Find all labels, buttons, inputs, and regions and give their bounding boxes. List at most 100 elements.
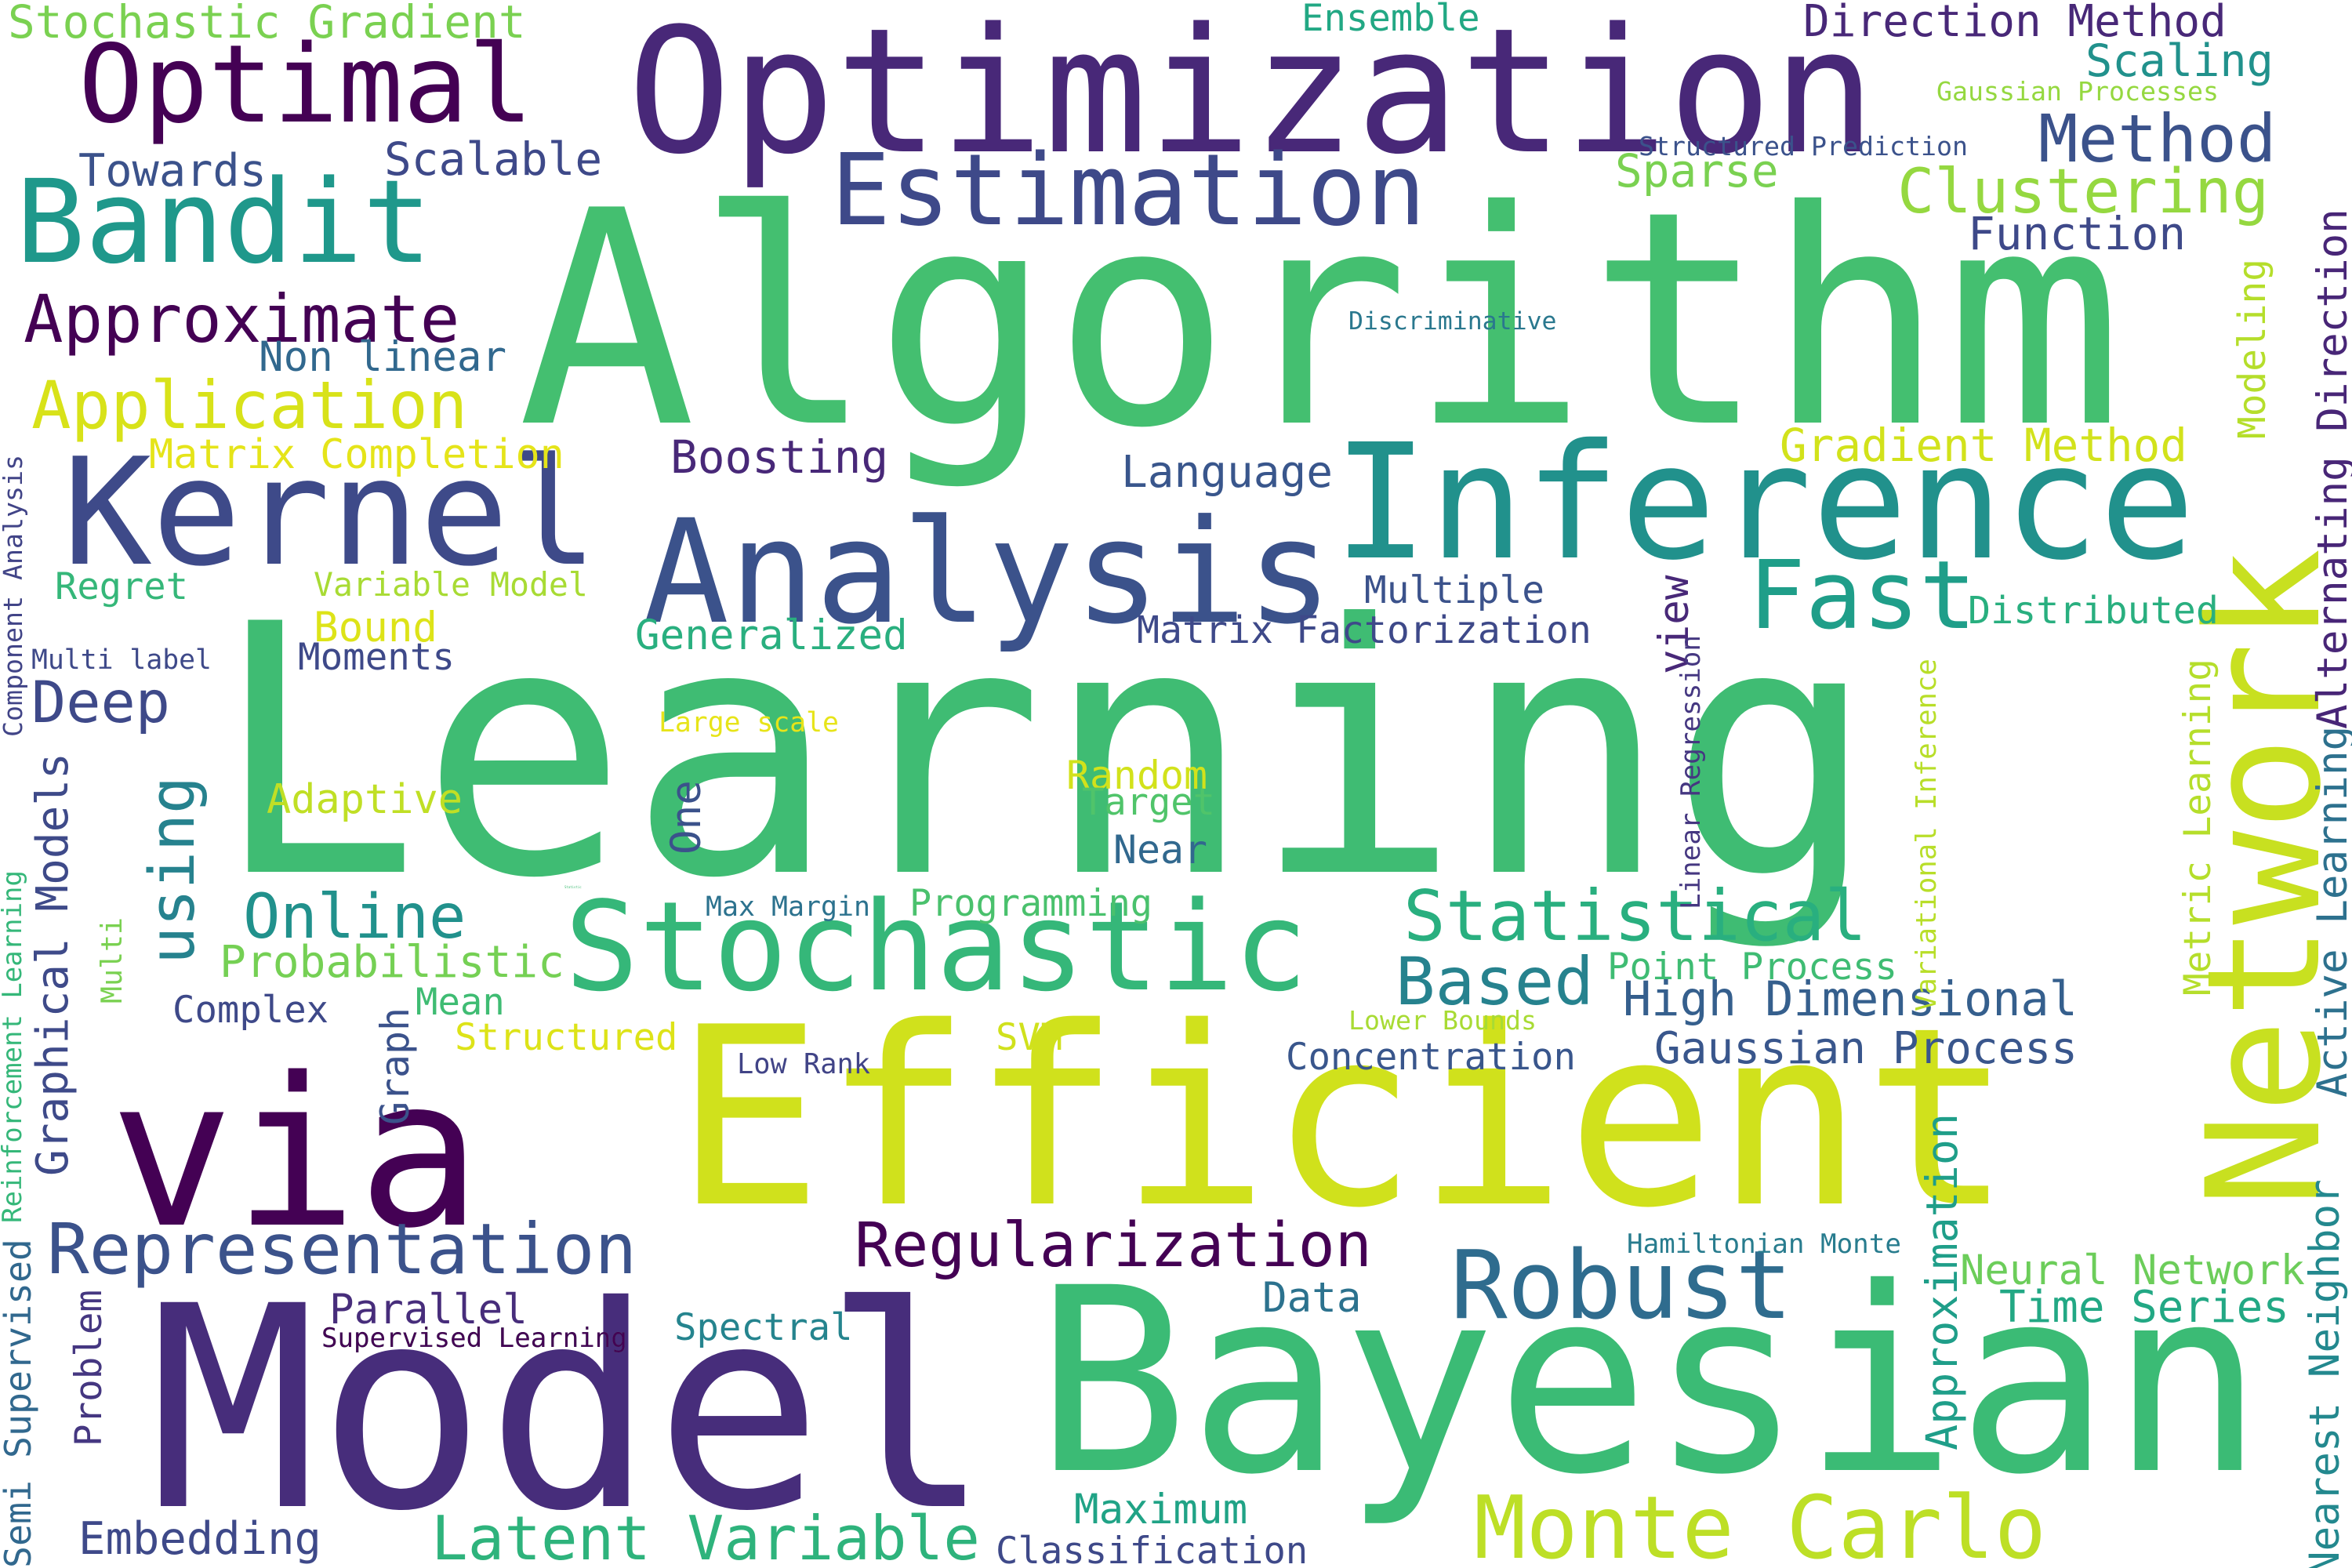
word: Embedding [78, 1513, 321, 1565]
word: Distributed [1968, 589, 2219, 633]
word: Clustering [1897, 155, 2270, 227]
word: High Dimensional [1623, 972, 2078, 1027]
word: Stochastic [564, 876, 1308, 1019]
word: Near [1113, 827, 1207, 873]
word: Neural Network [1960, 1247, 2305, 1294]
word: Multi [95, 917, 129, 1004]
word: Programming [909, 883, 1152, 925]
word: Reinforcement Learning [0, 870, 28, 1223]
word: Learning [212, 552, 1878, 954]
word: Maximum [1074, 1486, 1248, 1534]
word: Data [1262, 1274, 1362, 1322]
word: Robust [1450, 1231, 1793, 1341]
word: Model [149, 1247, 992, 1568]
word: Scaling [2085, 35, 2274, 87]
word: Efficient [674, 975, 2013, 1262]
word: Alternating Direction [2309, 209, 2352, 729]
word: Optimization [627, 0, 1877, 193]
word: Lower Bounds [1348, 1005, 1537, 1036]
word: Complex [172, 989, 329, 1032]
word: Bandit [16, 155, 433, 289]
word: Generalized [635, 612, 908, 659]
word: Target [1082, 781, 1215, 824]
word: Gaussian Process [1654, 1023, 2078, 1074]
word: Estimation [831, 132, 1426, 248]
word: Scalable [384, 132, 603, 186]
word: Stochastic Gradient [8, 0, 526, 49]
word: Graphical Models [27, 753, 78, 1176]
word: Sparse [1615, 144, 1779, 198]
word: Moments [298, 636, 455, 679]
word: Non linear [259, 333, 507, 381]
word: Deep [31, 670, 171, 736]
word: Language [1121, 447, 1333, 498]
word: Ensemble [1301, 0, 1480, 40]
word: Kernel [63, 426, 598, 599]
word: Matrix Completion [149, 431, 564, 478]
word: Monte Carlo [1474, 1479, 2047, 1568]
word: Function [1968, 207, 2187, 260]
word: Probabilistic [220, 937, 565, 988]
word: Low Rank [737, 1048, 871, 1080]
word: Discriminative [1348, 307, 1557, 336]
word: Structured [455, 1016, 678, 1059]
word: Supervised Learning [321, 1323, 627, 1354]
word: Regret [55, 565, 188, 608]
word: Approximate [24, 281, 460, 358]
word: Bayesian [1035, 1233, 2264, 1530]
word: Boosting [670, 430, 889, 484]
word: Representation [47, 1209, 637, 1290]
word: Large scale [659, 707, 839, 739]
word: Classification [996, 1530, 1308, 1568]
word: Hamiltonian Monte [1627, 1229, 1901, 1260]
word: Linear Regression [1675, 635, 1707, 909]
word: Approximation [1917, 1113, 1967, 1450]
word: Inference [1333, 410, 2195, 595]
word: Based [1396, 943, 1594, 1020]
word: Online [243, 880, 466, 953]
word: Modeling [2231, 259, 2274, 439]
word: Multiple [1364, 569, 1544, 612]
word: Bound [314, 604, 438, 652]
word: Multi label [31, 644, 212, 676]
word: Matrix Factorization [1137, 608, 1592, 652]
word: Gaussian Processes [1936, 76, 2219, 107]
word: Algorithm [517, 148, 2124, 493]
word: Fast [1748, 541, 1976, 651]
word: Application [31, 367, 468, 444]
word: Variable Model [314, 565, 588, 604]
word: Max Margin [706, 891, 870, 923]
word: Point Process [1607, 946, 1897, 989]
word: Graph [372, 1007, 418, 1125]
word: Time Series [1999, 1282, 2289, 1333]
word: using [136, 776, 209, 964]
word: Problem [67, 1290, 111, 1446]
word: Structured Prediction [1639, 131, 1968, 162]
word: Analysis [643, 489, 1333, 656]
word: Concentration [1286, 1036, 1576, 1079]
word: Method [2038, 100, 2277, 177]
word: SVM [996, 1016, 1063, 1059]
word: Active Learning [2309, 725, 2352, 1098]
word: Optimal [78, 22, 533, 147]
word: Direction Method [1803, 0, 2227, 47]
word: Statistical [1403, 876, 1867, 957]
word: Parallel [329, 1286, 528, 1334]
word: Adaptive [267, 776, 463, 823]
word: Mean [416, 981, 505, 1024]
word: Variational Inference [1911, 659, 1943, 1011]
word: Supervised Learning [321, 1323, 627, 1354]
word: Random [1066, 753, 1207, 798]
word: Gradient Method [1780, 419, 2187, 472]
word: One [662, 780, 710, 855]
word: Nearest Neighbor [2301, 1179, 2349, 1568]
word: Semi Supervised [0, 1239, 39, 1568]
word: Regularization [855, 1210, 1372, 1281]
word: Towards [78, 145, 267, 197]
word: Spectral [674, 1306, 853, 1349]
word: Metric Learning [2176, 659, 2220, 996]
word: Latent Variable [431, 1504, 980, 1568]
word: via [110, 1033, 482, 1273]
word: Statistic [564, 885, 582, 889]
